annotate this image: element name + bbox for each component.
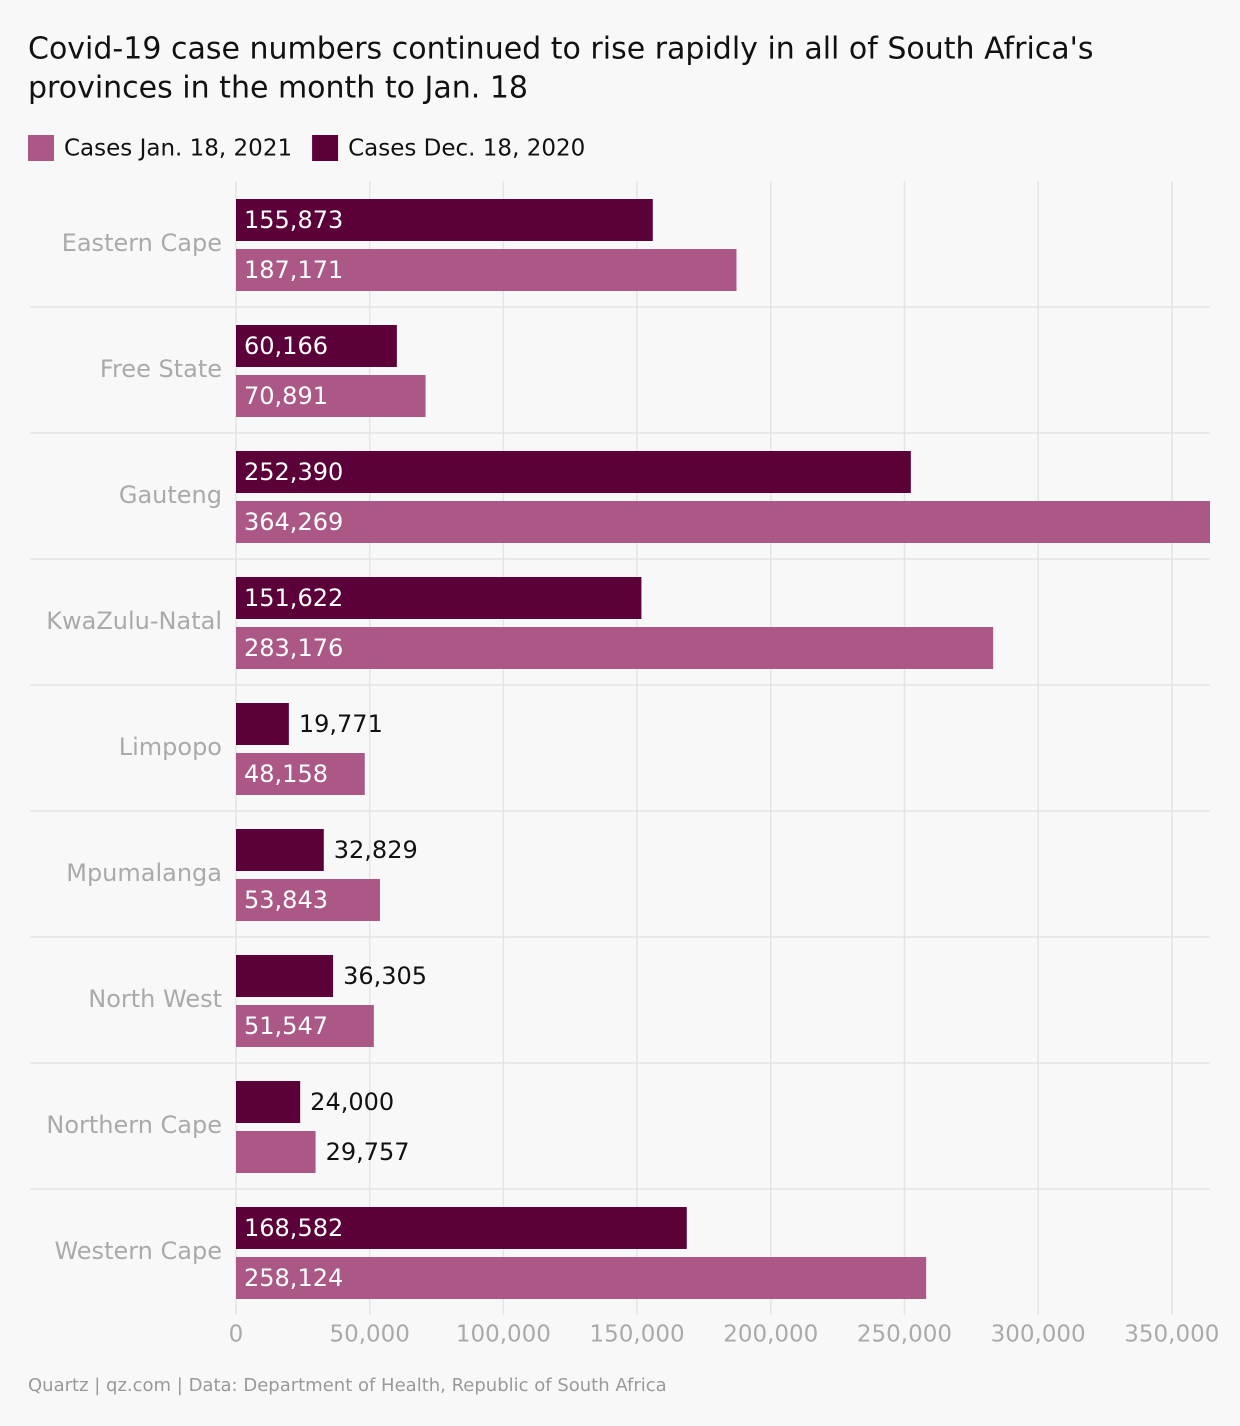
bar	[236, 451, 911, 493]
value-label: 155,873	[244, 206, 343, 234]
category-label: Eastern Cape	[62, 229, 222, 257]
value-label: 36,305	[343, 962, 427, 990]
legend-swatch	[312, 135, 339, 161]
value-label: 48,158	[244, 760, 328, 788]
value-label: 70,891	[244, 382, 328, 410]
category-label: Mpumalanga	[66, 859, 222, 887]
x-tick-label: 50,000	[329, 1322, 409, 1348]
category-label: North West	[88, 985, 222, 1013]
category-label: KwaZulu-Natal	[46, 607, 222, 635]
value-label: 60,166	[244, 332, 328, 360]
bar	[236, 375, 426, 417]
bar	[236, 703, 289, 745]
category-label: Limpopo	[119, 733, 222, 761]
value-label: 32,829	[334, 836, 418, 864]
x-tick-label: 300,000	[991, 1322, 1086, 1348]
legend-label: Cases Dec. 18, 2020	[348, 136, 585, 162]
bar	[236, 753, 365, 795]
legend-label: Cases Jan. 18, 2021	[64, 136, 292, 162]
x-tick-label: 200,000	[723, 1322, 818, 1348]
value-label: 187,171	[244, 256, 343, 284]
bar	[236, 501, 1210, 543]
bar	[236, 1207, 687, 1249]
value-label: 51,547	[244, 1012, 328, 1040]
bar	[236, 249, 737, 291]
bar	[236, 577, 642, 619]
bar	[236, 1257, 927, 1299]
x-tick-label: 350,000	[1124, 1322, 1219, 1348]
bar	[236, 955, 334, 997]
value-label: 53,843	[244, 886, 328, 914]
value-label: 19,771	[299, 710, 383, 738]
value-label: 24,000	[310, 1088, 394, 1116]
value-label: 258,124	[244, 1264, 343, 1292]
source: Quartz | qz.com | Data: Department of He…	[28, 1375, 667, 1396]
value-label: 168,582	[244, 1214, 343, 1242]
chart-title: Covid-19 case numbers continued to rise …	[28, 32, 1094, 67]
value-label: 29,757	[326, 1138, 410, 1166]
x-tick-label: 100,000	[456, 1322, 551, 1348]
value-label: 283,176	[244, 634, 343, 662]
value-label: 252,390	[244, 458, 343, 486]
bar	[236, 199, 653, 241]
bar	[236, 879, 380, 921]
category-label: Western Cape	[54, 1237, 222, 1265]
value-label: 151,622	[244, 584, 343, 612]
category-label: Northern Cape	[46, 1111, 222, 1139]
bar	[236, 829, 324, 871]
chart-title: provinces in the month to Jan. 18	[28, 71, 528, 106]
bar	[236, 1005, 374, 1047]
value-label: 364,269	[244, 508, 343, 536]
category-label: Free State	[100, 355, 222, 383]
x-tick-label: 0	[229, 1322, 244, 1348]
x-tick-label: 150,000	[590, 1322, 685, 1348]
category-label: Gauteng	[119, 481, 222, 509]
bar	[236, 1131, 316, 1173]
bar	[236, 325, 397, 367]
bar	[236, 627, 994, 669]
legend-swatch	[28, 135, 54, 161]
x-tick-label: 250,000	[857, 1322, 952, 1348]
bar	[236, 1081, 301, 1123]
